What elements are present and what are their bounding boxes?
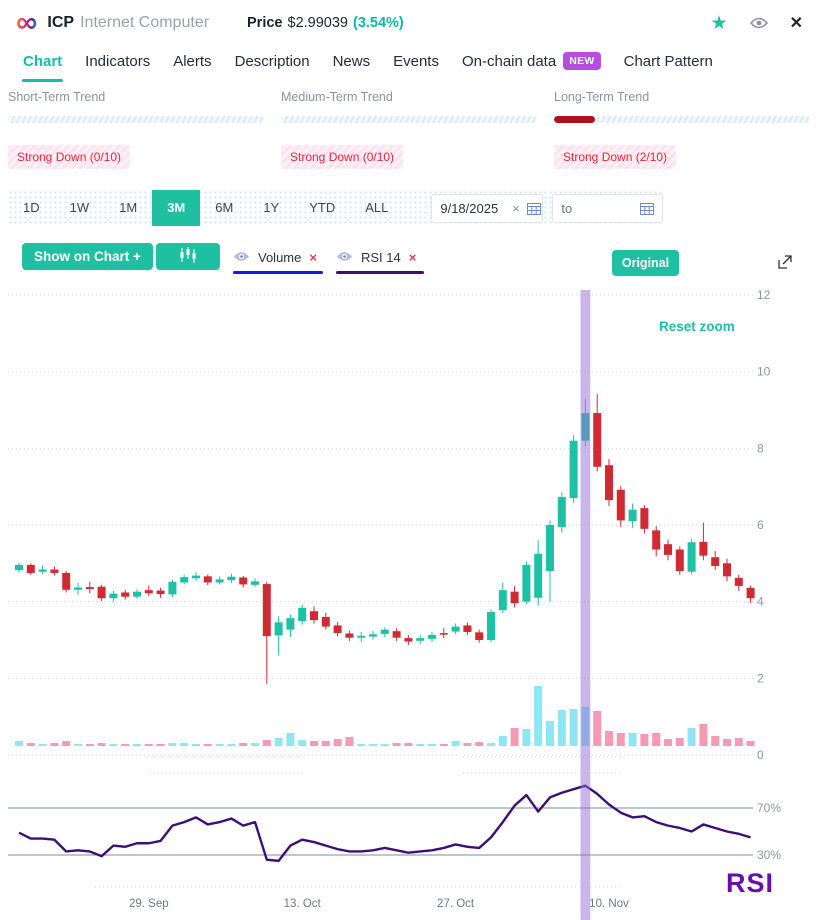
watchlist-eye-icon[interactable] <box>749 17 768 29</box>
range-3m[interactable]: 3M <box>152 190 201 226</box>
range-all[interactable]: ALL <box>365 200 389 215</box>
tab-alerts[interactable]: Alerts <box>173 52 212 70</box>
svg-text:6: 6 <box>757 518 764 532</box>
svg-text:0: 0 <box>757 748 764 762</box>
long-term-trend: Long-Term Trend Strong Down (2/10) <box>554 90 810 169</box>
icp-infinity-logo-icon: ∞ <box>16 6 38 39</box>
trend-status-badge: Strong Down (0/10) <box>281 145 404 169</box>
date-from-value: 9/18/2025 <box>440 200 499 216</box>
calendar-icon[interactable] <box>526 202 541 215</box>
close-icon[interactable]: ✕ <box>789 15 803 32</box>
eye-icon[interactable] <box>336 250 353 265</box>
coin-symbol: ICP <box>47 14 75 31</box>
favorite-star-icon[interactable]: ★ <box>710 12 728 34</box>
svg-text:30%: 30% <box>757 848 781 862</box>
svg-text:4: 4 <box>757 595 764 609</box>
rsi-pane-label: RSI <box>726 868 775 898</box>
rsi-chip-label: RSI 14 <box>361 249 401 265</box>
range-6m[interactable]: 6M <box>215 200 234 215</box>
price-change: (3.54%) <box>352 15 404 31</box>
date-to-placeholder: to <box>561 200 573 216</box>
trend-summary: Short-Term Trend Strong Down (0/10) Medi… <box>8 90 810 169</box>
svg-text:10. Nov: 10. Nov <box>589 898 629 910</box>
tab-indicators[interactable]: Indicators <box>85 52 151 70</box>
tab-description[interactable]: Description <box>234 52 310 70</box>
trend-label: Long-Term Trend <box>554 90 650 104</box>
range-1m[interactable]: 1M <box>119 200 138 215</box>
short-term-trend: Short-Term Trend Strong Down (0/10) <box>8 90 264 169</box>
expand-fullscreen-icon[interactable] <box>778 254 793 274</box>
header: ∞ ICP Internet Computer Price $2.99039 (… <box>16 6 803 40</box>
rsi-series-color <box>336 271 424 274</box>
selected-date-highlight <box>580 290 591 920</box>
trend-gauge <box>554 116 810 123</box>
trend-label: Short-Term Trend <box>8 90 106 104</box>
date-from-input[interactable]: 9/18/2025 × <box>431 193 544 223</box>
price-value: $2.99039 <box>287 15 348 31</box>
tab-chart-pattern[interactable]: Chart Pattern <box>623 52 713 70</box>
svg-text:13. Oct: 13. Oct <box>284 898 322 910</box>
tab-bar: Chart Indicators Alerts Description News… <box>22 46 807 82</box>
remove-volume-icon[interactable]: × <box>309 249 317 265</box>
trend-gauge <box>8 116 264 123</box>
reset-zoom-button[interactable]: Reset zoom <box>659 319 735 334</box>
tab-news[interactable]: News <box>332 52 371 70</box>
trend-status-badge: Strong Down (2/10) <box>554 145 677 169</box>
chart-controls: Show on Chart + Volume × RSI 14 × Origin… <box>0 243 817 279</box>
range-1y[interactable]: 1Y <box>263 200 280 215</box>
svg-text:70%: 70% <box>757 801 781 815</box>
svg-text:10: 10 <box>757 365 771 379</box>
clear-date-icon[interactable]: × <box>512 200 520 216</box>
svg-text:27. Oct: 27. Oct <box>437 898 475 910</box>
original-button[interactable]: Original <box>612 250 679 276</box>
remove-rsi-icon[interactable]: × <box>408 249 417 265</box>
coin-name: Internet Computer <box>80 14 210 31</box>
price-label: Price <box>247 15 283 31</box>
range-selector: 1D 1W 1M 3M 6M 1Y YTD ALL 9/18/2025 × to <box>8 190 663 226</box>
trend-gauge <box>281 116 537 123</box>
new-badge: NEW <box>563 52 601 70</box>
svg-text:2: 2 <box>757 671 764 685</box>
volume-series-color <box>233 271 323 274</box>
tab-onchain-data[interactable]: On-chain data NEW <box>461 46 602 80</box>
svg-text:8: 8 <box>757 441 764 455</box>
show-on-chart-button[interactable]: Show on Chart + <box>22 243 153 270</box>
calendar-icon[interactable] <box>640 202 654 215</box>
rsi-indicator-chip[interactable]: RSI 14 × <box>336 245 416 269</box>
date-to-input[interactable]: to <box>552 193 663 223</box>
price-block: Price $2.99039 (3.54%) <box>247 15 404 31</box>
tab-chart[interactable]: Chart <box>22 47 64 82</box>
eye-icon[interactable] <box>233 250 250 265</box>
candlestick-style-button[interactable] <box>156 243 220 270</box>
tab-events[interactable]: Events <box>393 52 439 70</box>
trend-status-badge: Strong Down (0/10) <box>8 145 131 169</box>
medium-term-trend: Medium-Term Trend Strong Down (0/10) <box>281 90 537 169</box>
trend-label: Medium-Term Trend <box>281 90 393 104</box>
volume-indicator-chip[interactable]: Volume × <box>233 245 317 269</box>
candlestick-icon <box>178 247 198 266</box>
svg-text:12: 12 <box>757 288 771 302</box>
price-chart[interactable]: 12 10 8 6 4 2 0 70% 30% 29. Sep 13. Oct 27. Oct 10. … <box>0 282 817 920</box>
chart-svg: 12 10 8 6 4 2 0 70% 30% 29. Sep 13. Oct 27. Oct 10. … <box>8 288 781 920</box>
range-1d[interactable]: 1D <box>23 200 40 215</box>
volume-chip-label: Volume <box>258 249 302 265</box>
range-ytd[interactable]: YTD <box>309 200 336 215</box>
svg-text:29. Sep: 29. Sep <box>129 898 169 910</box>
range-1w[interactable]: 1W <box>69 200 90 215</box>
